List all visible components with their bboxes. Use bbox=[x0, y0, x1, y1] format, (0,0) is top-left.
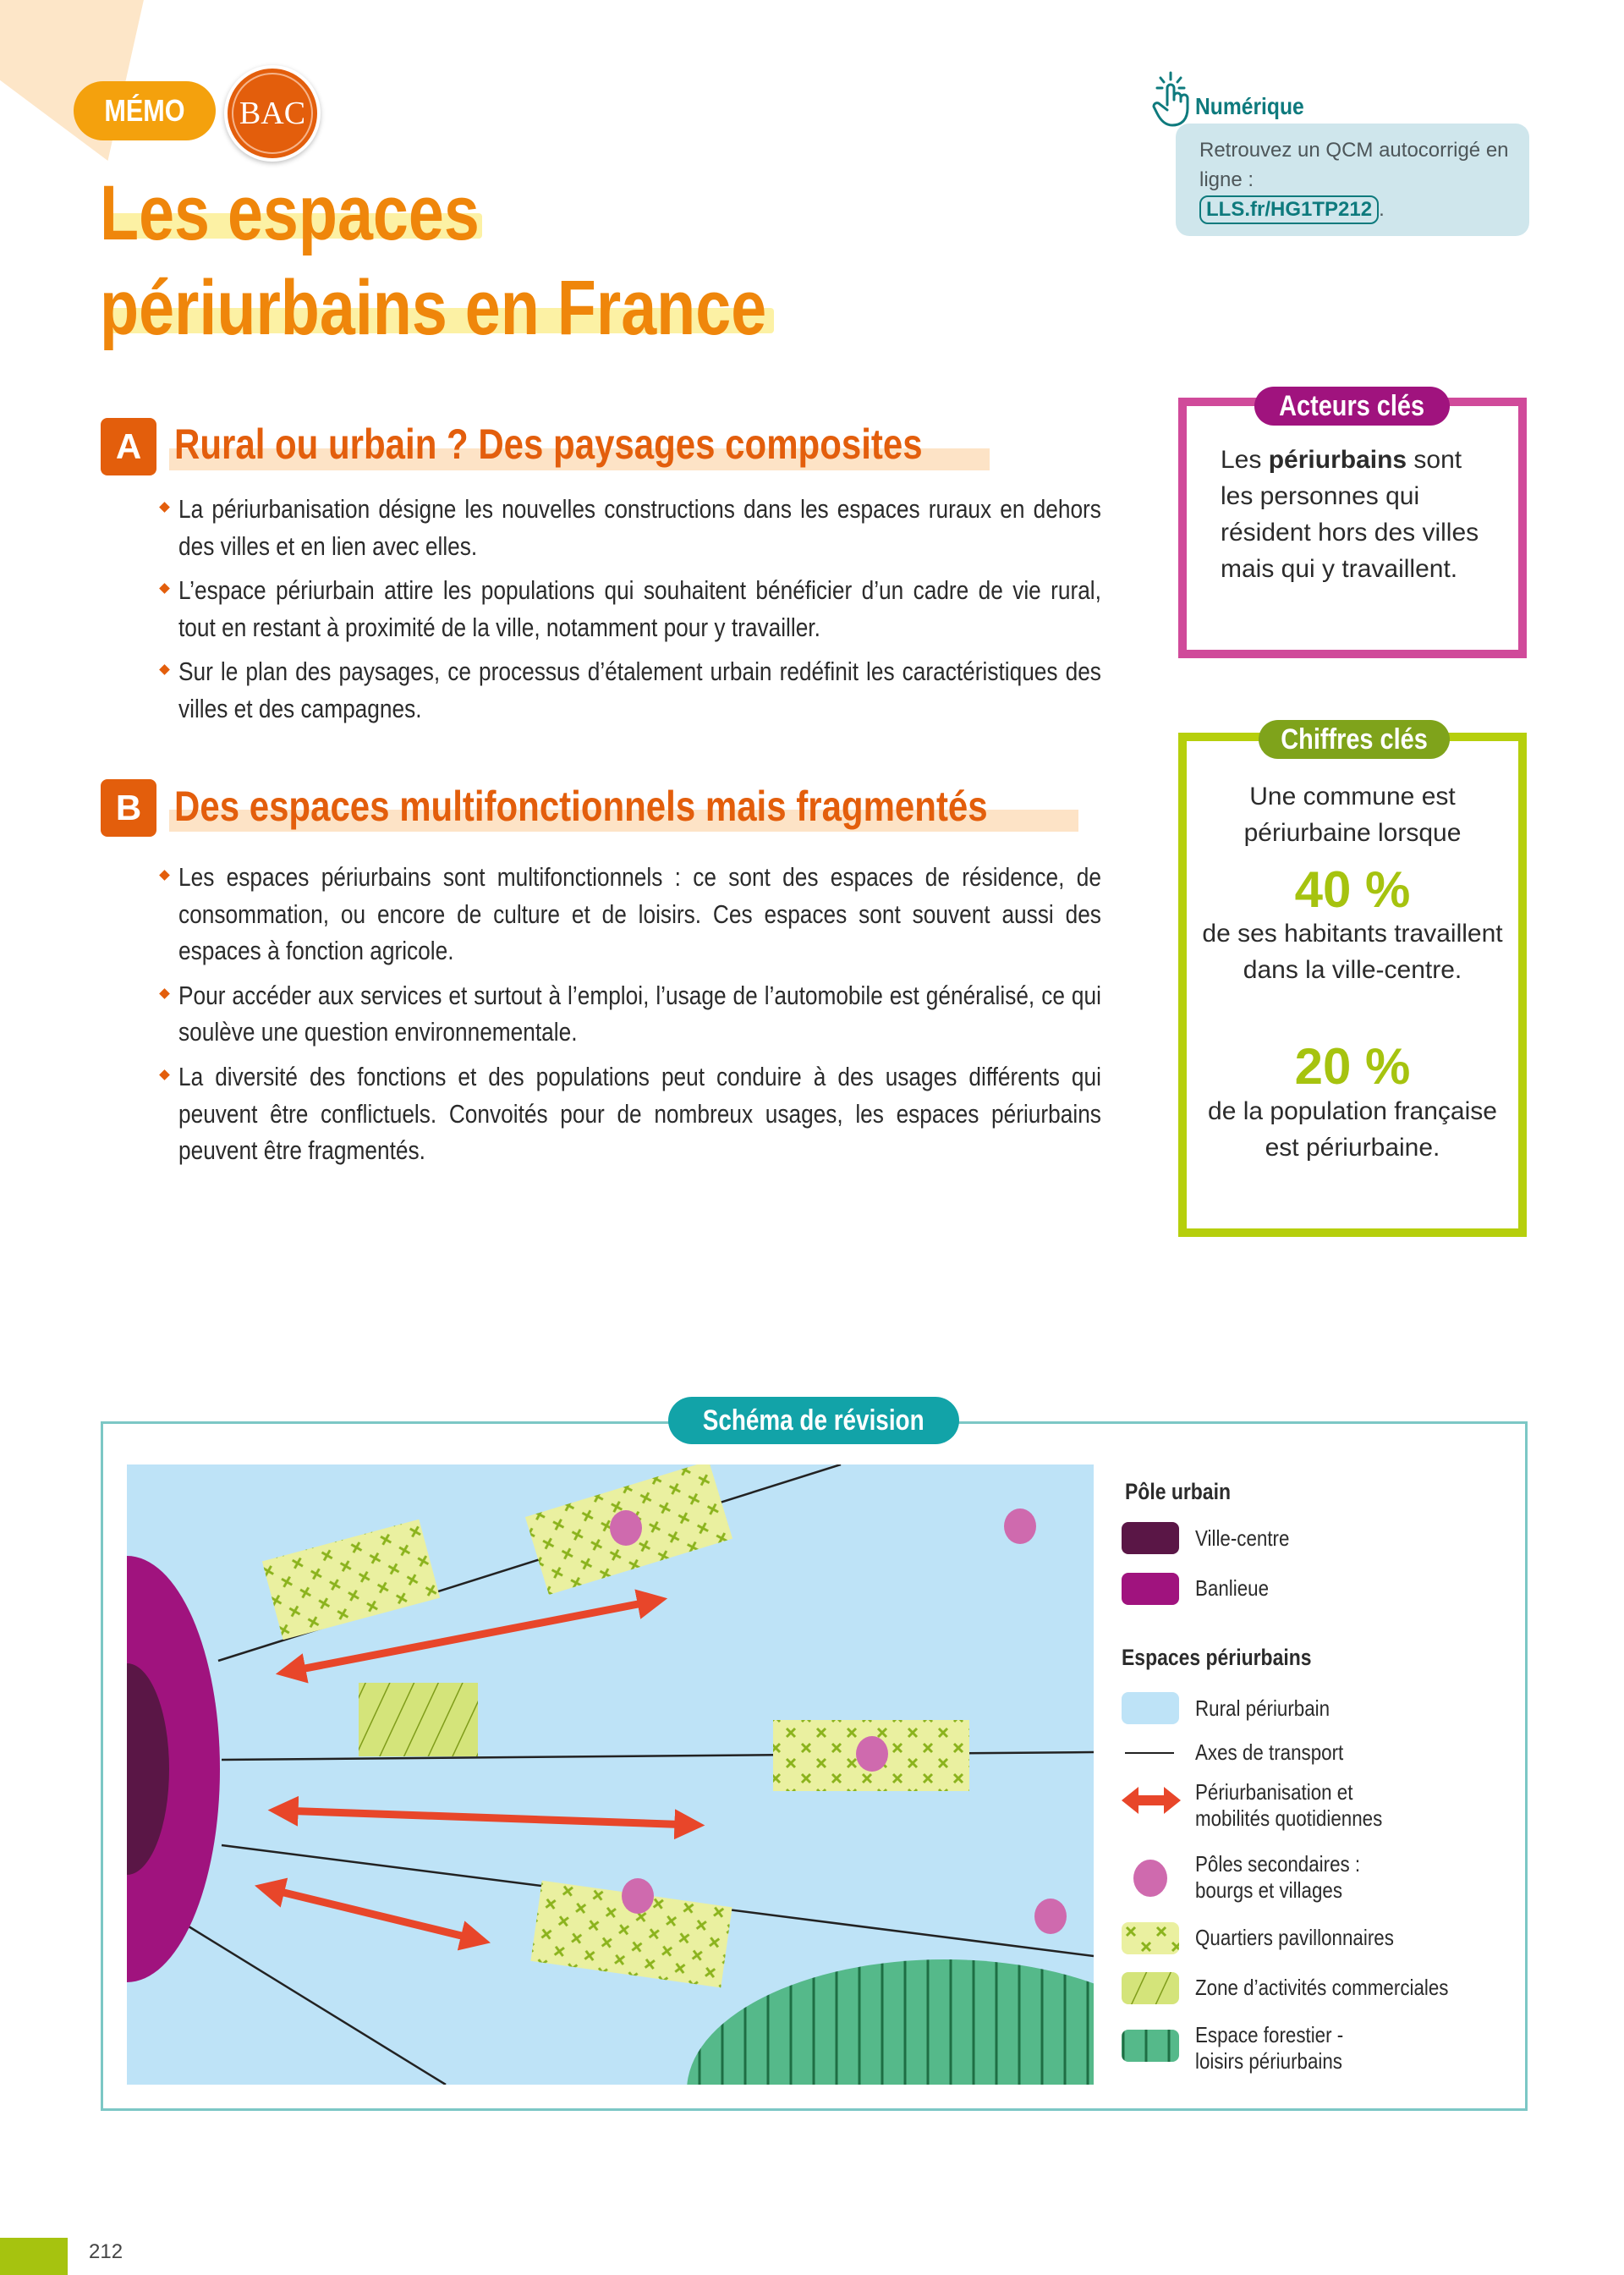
bullet-text: L’espace périurbain attire les populatio… bbox=[178, 575, 1101, 642]
mobility-arrow bbox=[267, 1795, 705, 1840]
chiffres-cles-card bbox=[1178, 733, 1527, 1237]
legend-label: Périurbanisation et bbox=[1195, 1779, 1353, 1805]
section-b-heading: Des espaces multifonctionnels mais fragm… bbox=[174, 783, 988, 830]
diamond-bullet-icon bbox=[159, 502, 170, 513]
legend-swatch-banlieue bbox=[1122, 1573, 1179, 1605]
diamond-bullet-icon bbox=[159, 1069, 170, 1080]
legend-swatch-axes bbox=[1125, 1752, 1174, 1754]
stat-text: de la population française est périurbai… bbox=[1208, 1097, 1497, 1162]
legend-label: Espace forestier - bbox=[1195, 2022, 1344, 2047]
diamond-bullet-icon bbox=[159, 583, 170, 595]
zone-activites-commerciales bbox=[359, 1683, 478, 1756]
legend-swatch-forestier bbox=[1122, 2030, 1179, 2062]
acteurs-cles-text: Les périurbains sont les personnes qui r… bbox=[1221, 446, 1479, 583]
legend-label: Quartiers pavillonnaires bbox=[1195, 1925, 1394, 1950]
pole-secondaire bbox=[622, 1878, 654, 1914]
section-a-heading: Rural ou urbain ? Des paysages composite… bbox=[174, 420, 923, 468]
legend-label: Banlieue bbox=[1195, 1575, 1270, 1601]
bullet-text: Pour accéder aux services et surtout à l… bbox=[178, 980, 1101, 1047]
pole-secondaire bbox=[1034, 1899, 1067, 1934]
bullet-text: La périurbanisation désigne les nouvelle… bbox=[178, 494, 1101, 561]
acteurs-cles-term: périurbains bbox=[1268, 446, 1407, 474]
legend-swatch-zone bbox=[1122, 1972, 1179, 2004]
stat-value: 40 % bbox=[1294, 861, 1411, 918]
section-b-badge: B bbox=[101, 779, 156, 837]
bullet-item: L’espace périurbain attire les populatio… bbox=[159, 572, 1101, 646]
section-b-highlight bbox=[169, 810, 1078, 832]
chiffres-cles-intro: Une commune est périurbaine lorsque bbox=[1243, 783, 1462, 847]
section-a-bullets: La périurbanisation désigne les nouvelle… bbox=[159, 491, 1101, 735]
quartier-pavillonnaire bbox=[530, 1880, 732, 1988]
stat-text: de ses habitants travaillent dans la vil… bbox=[1202, 920, 1503, 984]
legend-swatch-rural bbox=[1122, 1692, 1179, 1724]
pole-secondaire bbox=[610, 1510, 642, 1546]
legend-swatch-pole-secondaire bbox=[1133, 1860, 1167, 1897]
legend-group-espaces-periurbains: Espaces périurbains bbox=[1122, 1645, 1312, 1670]
section-a-highlight bbox=[169, 448, 990, 470]
legend-swatch-quartiers bbox=[1122, 1922, 1179, 1954]
title-highlight bbox=[106, 308, 774, 333]
chiffres-cles-title: Chiffres clés bbox=[1259, 720, 1450, 759]
schema-map bbox=[127, 1464, 1094, 2085]
bullet-text: Les espaces périurbains sont multifoncti… bbox=[178, 862, 1101, 966]
legend-label: loisirs périurbains bbox=[1195, 2048, 1342, 2074]
stat-value: 20 % bbox=[1294, 1038, 1411, 1095]
page-title: Les espaces périurbains en France bbox=[100, 166, 913, 355]
page-title-line: périurbains en France bbox=[100, 265, 767, 351]
title-highlight bbox=[106, 213, 482, 239]
legend-swatch-ville-centre bbox=[1122, 1522, 1179, 1554]
page-corner-marker bbox=[0, 2238, 68, 2275]
page-number: 212 bbox=[89, 2240, 123, 2263]
bullet-item: Pour accéder aux services et surtout à l… bbox=[159, 977, 1101, 1051]
memo-label: MÉMO bbox=[104, 93, 185, 128]
section-a-badge: A bbox=[101, 418, 156, 475]
bullet-item: La périurbanisation désigne les nouvelle… bbox=[159, 491, 1101, 564]
mobility-arrow bbox=[255, 1877, 491, 1951]
numerique-text: Retrouvez un QCM autocorrigé en ligne : … bbox=[1199, 135, 1521, 224]
diamond-bullet-icon bbox=[159, 664, 170, 676]
acteurs-cles-title: Acteurs clés bbox=[1254, 387, 1450, 426]
memo-badge: MÉMO bbox=[74, 81, 216, 140]
transport-axis bbox=[188, 1925, 447, 2085]
mobility-arrow bbox=[275, 1589, 668, 1684]
legend-label: bourgs et villages bbox=[1195, 1877, 1343, 1903]
bullet-text: La diversité des fonctions et des popula… bbox=[178, 1061, 1101, 1166]
bullet-item: Les espaces périurbains sont multifoncti… bbox=[159, 859, 1101, 970]
legend-label: mobilités quotidiennes bbox=[1195, 1805, 1383, 1831]
legend-label: Axes de transport bbox=[1195, 1739, 1344, 1765]
schema-title: Schéma de révision bbox=[668, 1397, 959, 1444]
acteurs-cles-card bbox=[1178, 398, 1527, 658]
numerique-label: Numérique bbox=[1195, 93, 1304, 119]
diamond-bullet-icon bbox=[159, 987, 170, 999]
legend-label: Pôles secondaires : bbox=[1195, 1851, 1361, 1877]
numerique-box bbox=[1176, 124, 1529, 236]
numerique-description: Retrouvez un QCM autocorrigé en ligne : bbox=[1199, 139, 1509, 191]
legend-group-pole-urbain: Pôle urbain bbox=[1125, 1479, 1231, 1504]
ville-centre-area bbox=[127, 1663, 169, 1875]
legend-label: Ville-centre bbox=[1195, 1525, 1290, 1551]
page-title-line: Les espaces bbox=[100, 170, 480, 256]
numerique-trailing: . bbox=[1379, 198, 1385, 221]
qcm-link[interactable]: LLS.fr/HG1TP212 bbox=[1199, 195, 1380, 224]
bac-badge: BAC bbox=[224, 65, 321, 162]
bullet-item: La diversité des fonctions et des popula… bbox=[159, 1058, 1101, 1169]
legend-double-arrow-icon bbox=[1122, 1787, 1181, 1814]
pole-secondaire bbox=[1004, 1508, 1036, 1544]
espace-forestier-area bbox=[687, 1959, 1094, 2085]
legend-label: Zone d’activités commerciales bbox=[1195, 1975, 1449, 2000]
bullet-item: Sur le plan des paysages, ce processus d… bbox=[159, 653, 1101, 727]
legend-label: Rural périurbain bbox=[1195, 1695, 1330, 1721]
bac-label: BAC bbox=[239, 96, 306, 131]
bullet-text: Sur le plan des paysages, ce processus d… bbox=[178, 657, 1101, 723]
section-b-bullets: Les espaces périurbains sont multifoncti… bbox=[159, 859, 1101, 1177]
diamond-bullet-icon bbox=[159, 870, 170, 881]
pole-secondaire bbox=[856, 1736, 888, 1772]
hand-pointer-icon bbox=[1152, 71, 1189, 127]
banlieue-area bbox=[127, 1556, 220, 1982]
